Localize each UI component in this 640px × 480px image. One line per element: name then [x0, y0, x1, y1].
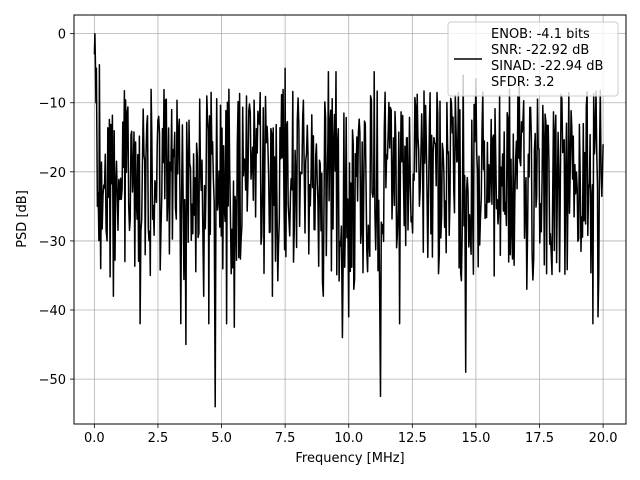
- x-tick-label: 2.5: [148, 431, 169, 446]
- legend-entry-enob: ENOB: -4.1 bits: [491, 27, 590, 42]
- psd-series-line: [93, 32, 604, 408]
- x-tick-label: 5.0: [211, 431, 232, 446]
- legend-entry-snr: SNR: -22.92 dB: [491, 43, 589, 58]
- legend-box: [447, 21, 619, 97]
- y-tick-label: −20: [39, 166, 66, 181]
- y-tick-label: −40: [39, 304, 66, 319]
- legend-entry-sinad: SINAD: -22.94 dB: [491, 59, 603, 74]
- x-axis-ticks: 0.0 2.5 5.0 7.5 10.0 12.5 15.0 17.5 20.0: [84, 424, 618, 446]
- plot-frame: [73, 14, 627, 425]
- x-tick-label: 0.0: [84, 431, 105, 446]
- x-tick-label: 20.0: [589, 431, 618, 446]
- y-tick-label: 0: [58, 28, 66, 43]
- legend-entry-sfdr: SFDR: 3.2: [491, 75, 555, 90]
- x-tick-label: 7.5: [275, 431, 296, 446]
- x-tick-label: 15.0: [461, 431, 490, 446]
- legend: ENOB: -4.1 bits SNR: -22.92 dB SINAD: -2…: [447, 21, 619, 97]
- y-axis-label: PSD [dB]: [15, 190, 30, 248]
- y-tick-label: −30: [39, 235, 66, 250]
- x-axis-label: Frequency [MHz]: [295, 451, 404, 466]
- x-tick-label: 17.5: [525, 431, 554, 446]
- y-tick-label: −10: [39, 97, 66, 112]
- y-axis-ticks: 0 −10 −20 −30 −40 −50: [39, 28, 74, 388]
- x-tick-label: 12.5: [398, 431, 427, 446]
- y-tick-label: −50: [39, 373, 66, 388]
- x-tick-label: 10.0: [334, 431, 363, 446]
